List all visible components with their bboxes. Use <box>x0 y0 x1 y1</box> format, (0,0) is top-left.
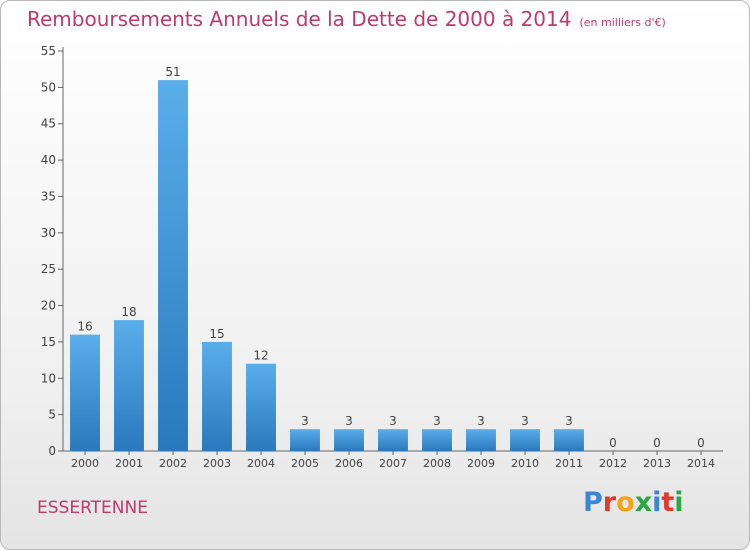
x-tick-label-2014: 2014 <box>687 457 715 470</box>
value-label-2002: 51 <box>165 65 180 79</box>
logo-letter: x <box>634 487 653 518</box>
chart-title-text: Remboursements Annuels de la Dette de 20… <box>27 7 572 31</box>
value-label-2003: 15 <box>209 327 224 341</box>
x-tick-label-2006: 2006 <box>335 457 363 470</box>
logo-letter: P <box>583 487 603 518</box>
logo-letter: i <box>674 487 684 518</box>
logo-letter: t <box>661 487 675 518</box>
value-label-2005: 3 <box>301 414 309 428</box>
y-tick-label: 25 <box>41 262 56 276</box>
bar-2003 <box>202 341 232 451</box>
y-tick-label: 0 <box>48 444 56 458</box>
y-tick-label: 55 <box>41 44 56 58</box>
bar-2000 <box>70 334 100 451</box>
y-tick-label: 30 <box>41 226 56 240</box>
value-label-2009: 3 <box>477 414 485 428</box>
y-tick-label: 10 <box>41 371 56 385</box>
value-label-2001: 18 <box>121 305 136 319</box>
bar-2008 <box>422 429 452 451</box>
x-tick-label-2000: 2000 <box>71 457 99 470</box>
bar-2001 <box>114 320 144 451</box>
y-tick-label: 5 <box>48 408 56 422</box>
x-tick-label-2011: 2011 <box>555 457 583 470</box>
bar-2004 <box>246 363 276 451</box>
value-label-2000: 16 <box>77 320 92 334</box>
x-tick-label-2004: 2004 <box>247 457 275 470</box>
value-label-2014: 0 <box>697 436 705 450</box>
y-tick-label: 20 <box>41 299 56 313</box>
value-label-2007: 3 <box>389 414 397 428</box>
bar-2005 <box>290 429 320 451</box>
value-label-2013: 0 <box>653 436 661 450</box>
x-tick-label-2009: 2009 <box>467 457 495 470</box>
x-tick-label-2005: 2005 <box>291 457 319 470</box>
y-tick-label: 15 <box>41 335 56 349</box>
bar-2009 <box>466 429 496 451</box>
chart-title: Remboursements Annuels de la Dette de 20… <box>27 7 666 31</box>
chart-unit: (en milliers d'€) <box>579 16 666 29</box>
logo-letter: r <box>602 487 617 518</box>
bar-2006 <box>334 429 364 451</box>
bar-2007 <box>378 429 408 451</box>
value-label-2012: 0 <box>609 436 617 450</box>
x-tick-label-2012: 2012 <box>599 457 627 470</box>
y-tick-label: 40 <box>41 153 56 167</box>
logo-letter: i <box>652 487 662 518</box>
proxiti-logo: Proxiti <box>583 487 684 518</box>
x-tick-label-2007: 2007 <box>379 457 407 470</box>
value-label-2011: 3 <box>565 414 573 428</box>
bar-2010 <box>510 429 540 451</box>
x-tick-label-2008: 2008 <box>423 457 451 470</box>
x-tick-label-2001: 2001 <box>115 457 143 470</box>
x-tick-label-2003: 2003 <box>203 457 231 470</box>
value-label-2004: 12 <box>253 349 268 363</box>
logo-letter: o <box>616 487 635 518</box>
commune-name: ESSERTENNE <box>37 498 148 518</box>
x-tick-label-2010: 2010 <box>511 457 539 470</box>
y-tick-label: 45 <box>41 117 56 131</box>
bar-2011 <box>554 429 584 451</box>
x-tick-label-2013: 2013 <box>643 457 671 470</box>
value-label-2006: 3 <box>345 414 353 428</box>
value-label-2010: 3 <box>521 414 529 428</box>
value-label-2008: 3 <box>433 414 441 428</box>
y-tick-label: 50 <box>41 80 56 94</box>
x-tick-label-2002: 2002 <box>159 457 187 470</box>
bar-2002 <box>158 80 188 451</box>
y-tick-label: 35 <box>41 189 56 203</box>
